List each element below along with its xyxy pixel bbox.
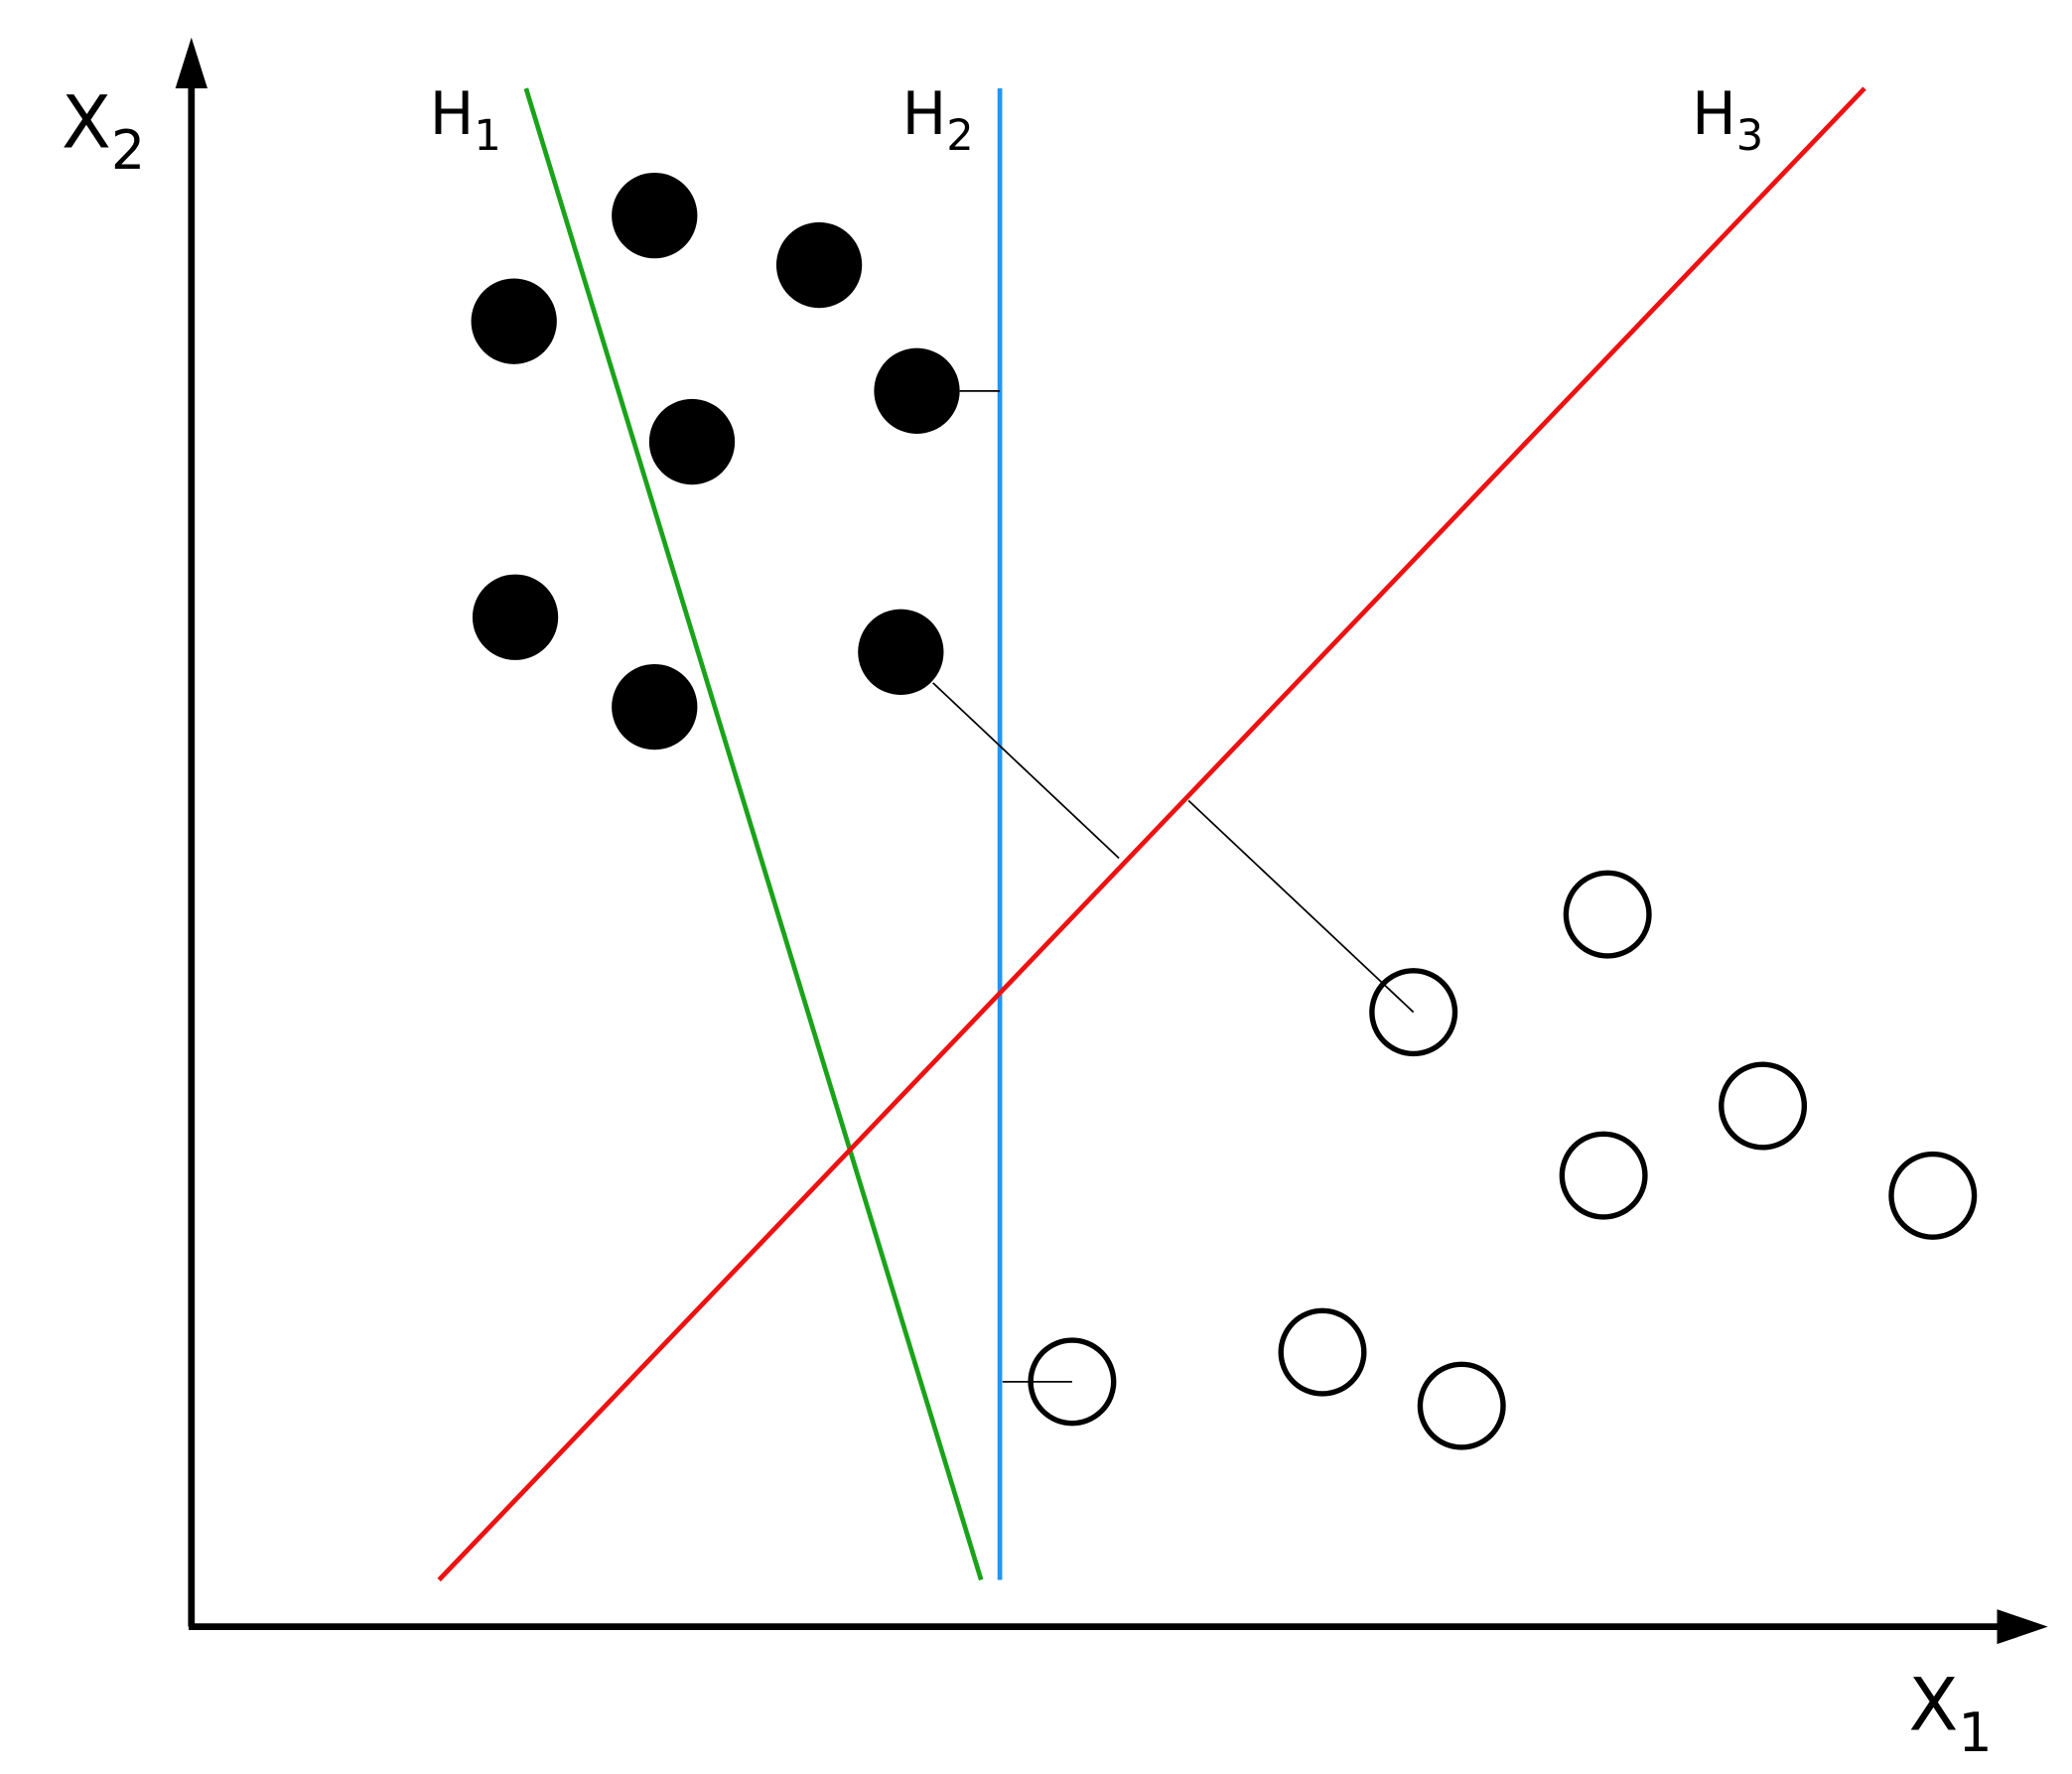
point-open (1028, 1337, 1117, 1427)
point-filled (471, 278, 557, 364)
point-open (1563, 870, 1652, 959)
label-subscript: 2 (111, 119, 145, 182)
label-subscript: 2 (946, 111, 973, 161)
hyperplane-label: H3 (1692, 79, 1763, 161)
point-filled (612, 663, 698, 751)
point-filled (648, 398, 736, 485)
margin-line (932, 682, 1120, 860)
point-filled (874, 347, 960, 434)
x-axis-label: X1 (1909, 1663, 1993, 1764)
y-axis-arrow (175, 37, 207, 89)
label-subscript: 3 (1736, 111, 1763, 161)
hyperplane-h3 (437, 86, 1866, 1582)
class-b-points (1028, 870, 1978, 1450)
point-open (1888, 1151, 1978, 1240)
hyperplane-label: H2 (902, 79, 974, 161)
point-open (1417, 1361, 1506, 1450)
point-filled (858, 609, 944, 695)
point-open (1559, 1131, 1648, 1220)
label-subscript: 1 (1958, 1702, 1992, 1764)
label-main: X (1909, 1663, 1959, 1747)
hyperplane-label: H1 (430, 79, 501, 161)
point-filled (472, 574, 559, 660)
label-main: H (902, 79, 947, 148)
label-subscript: 1 (474, 111, 500, 161)
point-open (1278, 1307, 1367, 1397)
y-axis-label: X2 (62, 80, 145, 182)
hyperplane-h1 (523, 87, 984, 1581)
point-filled (775, 221, 863, 309)
class-a-points (471, 172, 960, 751)
margin-line (1187, 799, 1415, 1014)
point-open (1369, 968, 1458, 1057)
point-open (1719, 1061, 1808, 1151)
label-main: H (1692, 79, 1736, 148)
label-main: H (430, 79, 475, 148)
x-axis-arrow (1997, 1609, 2048, 1645)
point-filled (612, 172, 698, 259)
label-main: X (62, 80, 111, 165)
